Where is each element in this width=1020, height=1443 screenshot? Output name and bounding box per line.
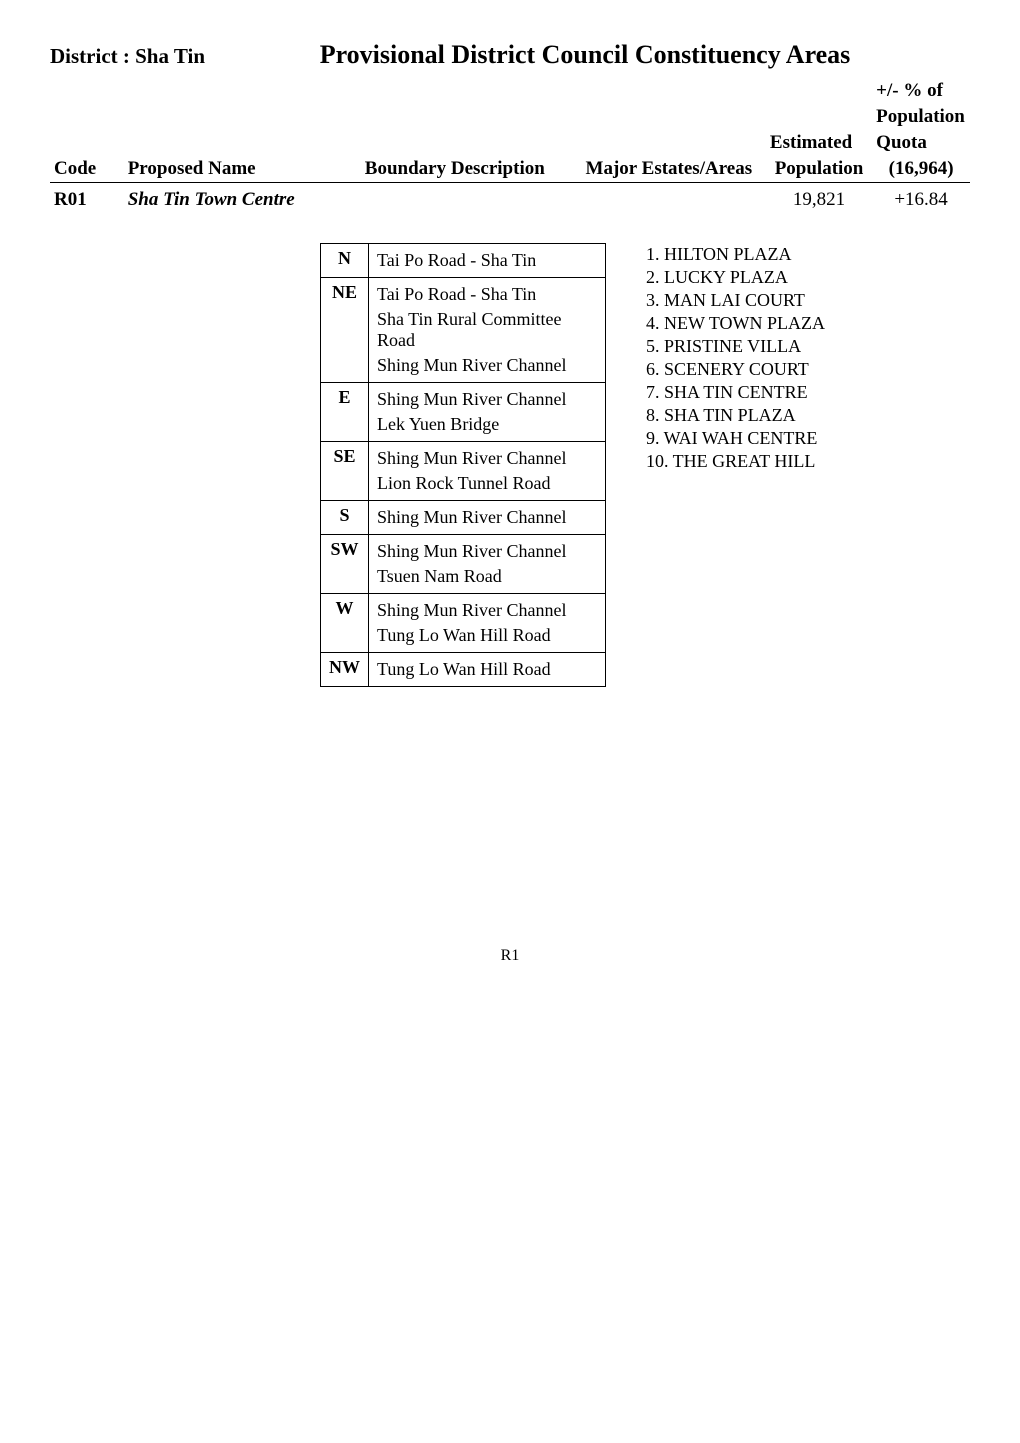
boundary-desc: Shing Mun River Channel — [369, 501, 606, 535]
pct-cell: +16.84 — [872, 183, 970, 214]
boundary-table: NTai Po Road - Sha TinNETai Po Road - Sh… — [320, 243, 606, 687]
header-quota-val: (16,964) — [872, 156, 970, 183]
estate-line: 4. NEW TOWN PLAZA — [646, 312, 825, 335]
header-population2: Population — [872, 104, 970, 130]
data-row: R01 Sha Tin Town Centre 19,821 +16.84 — [50, 183, 970, 214]
boundary-dir: N — [321, 244, 369, 278]
header-quota: Quota — [872, 130, 970, 156]
boundary-dir: NE — [321, 278, 369, 383]
header-table: +/- % of Population Estimated Quota Code… — [50, 78, 970, 213]
boundary-desc: Tai Po Road - Sha TinSha Tin Rural Commi… — [369, 278, 606, 383]
boundary-dir: E — [321, 383, 369, 442]
boundary-desc-line: Tai Po Road - Sha Tin — [377, 248, 597, 273]
boundary-desc-line: Shing Mun River Channel — [377, 446, 597, 471]
boundary-desc-line: Tung Lo Wan Hill Road — [377, 623, 597, 648]
est-pop-cell: 19,821 — [766, 183, 872, 214]
boundary-desc-line: Shing Mun River Channel — [377, 598, 597, 623]
boundary-desc-line: Shing Mun River Channel — [377, 539, 597, 564]
boundary-desc: Shing Mun River ChannelLek Yuen Bridge — [369, 383, 606, 442]
boundary-desc-line: Tung Lo Wan Hill Road — [377, 657, 597, 682]
boundary-desc-line: Lion Rock Tunnel Road — [377, 471, 597, 496]
boundary-desc-line: Tsuen Nam Road — [377, 564, 597, 589]
page-number: R1 — [50, 947, 970, 965]
estate-line: 6. SCENERY COURT — [646, 358, 825, 381]
name-cell: Sha Tin Town Centre — [124, 183, 338, 214]
boundary-dir: SW — [321, 535, 369, 594]
boundary-desc-line: Tai Po Road - Sha Tin — [377, 282, 597, 307]
header-plusminus: +/- % of — [872, 78, 970, 104]
header-estimated: Estimated — [766, 130, 872, 156]
boundary-desc: Shing Mun River ChannelLion Rock Tunnel … — [369, 442, 606, 501]
header-population: Population — [766, 156, 872, 183]
header-proposed-name: Proposed Name — [124, 156, 338, 183]
estate-line: 5. PRISTINE VILLA — [646, 335, 825, 358]
boundary-desc: Tung Lo Wan Hill Road — [369, 653, 606, 687]
boundary-dir: SE — [321, 442, 369, 501]
estate-line: 10. THE GREAT HILL — [646, 450, 825, 473]
boundary-desc-line: Shing Mun River Channel — [377, 505, 597, 530]
boundary-dir: NW — [321, 653, 369, 687]
page-title: Provisional District Council Constituenc… — [200, 40, 970, 70]
estate-line: 8. SHA TIN PLAZA — [646, 404, 825, 427]
estates-list: 1. HILTON PLAZA2. LUCKY PLAZA3. MAN LAI … — [646, 243, 825, 687]
boundary-desc-line: Lek Yuen Bridge — [377, 412, 597, 437]
boundary-desc-line: Shing Mun River Channel — [377, 353, 597, 378]
boundary-desc-line: Sha Tin Rural Committee Road — [377, 307, 597, 353]
boundary-desc: Shing Mun River ChannelTung Lo Wan Hill … — [369, 594, 606, 653]
boundary-desc: Shing Mun River ChannelTsuen Nam Road — [369, 535, 606, 594]
estate-line: 1. HILTON PLAZA — [646, 243, 825, 266]
estate-line: 3. MAN LAI COURT — [646, 289, 825, 312]
estate-line: 7. SHA TIN CENTRE — [646, 381, 825, 404]
boundary-dir: S — [321, 501, 369, 535]
code-cell: R01 — [50, 183, 124, 214]
header-major-estates: Major Estates/Areas — [572, 156, 766, 183]
boundary-dir: W — [321, 594, 369, 653]
estate-line: 2. LUCKY PLAZA — [646, 266, 825, 289]
header-code: Code — [50, 156, 124, 183]
header-boundary: Boundary Description — [338, 156, 572, 183]
estate-line: 9. WAI WAH CENTRE — [646, 427, 825, 450]
boundary-desc: Tai Po Road - Sha Tin — [369, 244, 606, 278]
boundary-desc-line: Shing Mun River Channel — [377, 387, 597, 412]
